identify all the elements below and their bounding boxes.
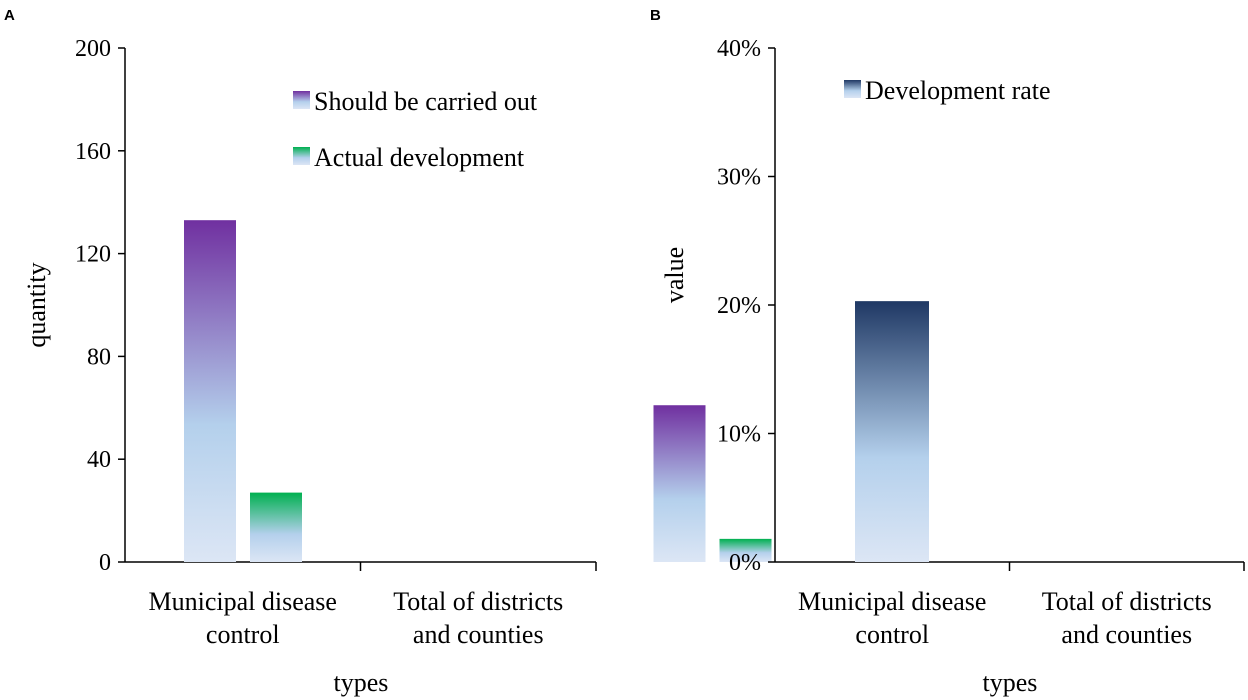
- chart-panel-b: B 0% 10% 20% 30% 40% Municipal disease contro…: [650, 7, 1245, 697]
- y-tick-label-b-4: 40%: [717, 36, 761, 62]
- y-tick-label-a-2: 80: [87, 344, 111, 370]
- y-tick-label-b-2: 20%: [717, 293, 761, 319]
- panel-label-b: B: [650, 7, 661, 24]
- chart-panel-a: A 0 40 80 120 160 200 Municipal disease contro…: [4, 7, 772, 697]
- bar-a-1-0: [250, 492, 302, 562]
- bar-b-0-0: [855, 301, 929, 562]
- panel-label-a: A: [4, 7, 15, 24]
- y-tick-label-b-1: 10%: [717, 422, 761, 448]
- y-tick-label-a-4: 160: [75, 139, 111, 165]
- y-axis-title-a: quantity: [22, 262, 51, 347]
- legend-swatch-a-0: [293, 91, 310, 109]
- y-tick-label-a-1: 40: [87, 447, 111, 473]
- legend-swatch-a-1: [293, 147, 310, 165]
- x-axis-title-a: types: [334, 668, 389, 697]
- legend-label-a-1: Actual development: [314, 143, 525, 172]
- x-category-label-a-0: Municipal disease control: [149, 587, 337, 649]
- y-tick-label-b-3: 30%: [717, 165, 761, 191]
- y-tick-label-a-5: 200: [75, 36, 111, 62]
- y-tick-label-a-3: 120: [75, 242, 111, 268]
- bar-a-0-0: [184, 220, 236, 562]
- x-category-label-a-1: Total of districts and counties: [393, 587, 563, 649]
- x-category-label-b-1: Total of districts and counties: [1042, 587, 1212, 649]
- bar-a-1-1: [719, 538, 772, 562]
- x-axis-title-b: types: [983, 668, 1038, 697]
- legend-swatch-b-0: [844, 80, 861, 98]
- bar-a-0-1: [653, 405, 706, 562]
- y-tick-label-b-0: 0%: [729, 550, 761, 576]
- legend-label-a-0: Should be carried out: [314, 87, 538, 116]
- y-tick-label-a-0: 0: [99, 550, 111, 576]
- y-axis-title-b: value: [660, 247, 689, 303]
- x-category-label-b-0: Municipal disease control: [798, 587, 986, 649]
- legend-label-b-0: Development rate: [865, 76, 1051, 105]
